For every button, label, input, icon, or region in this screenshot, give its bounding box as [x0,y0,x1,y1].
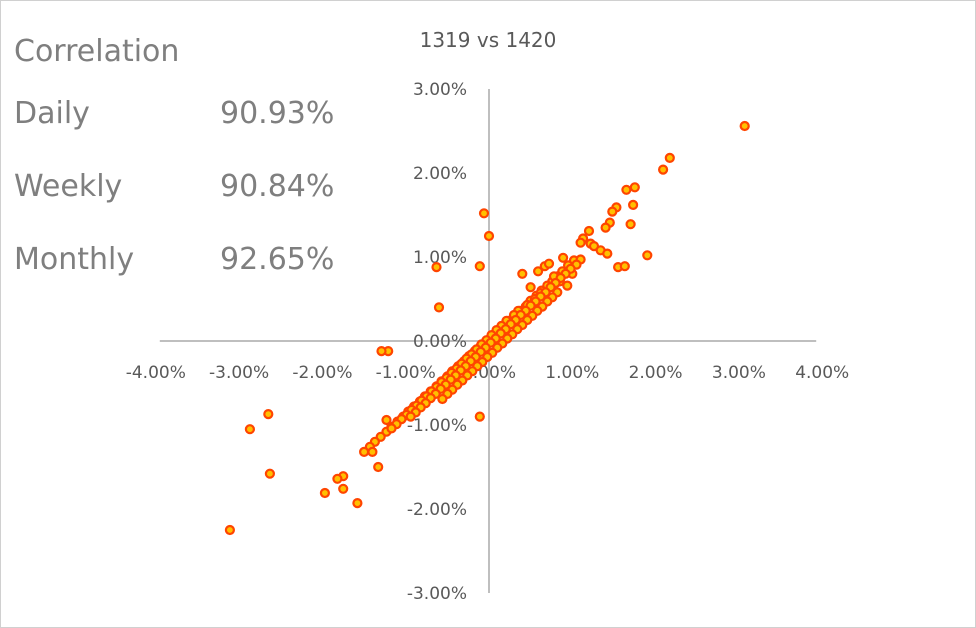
x-tick-label: 4.00% [795,363,849,383]
scatter-point [437,393,448,405]
scatter-point [405,411,416,422]
scatter-point [433,302,445,313]
scatter-point [352,498,363,509]
scatter-point [376,346,387,357]
y-tick-label: 1.00% [413,248,467,268]
daily-label: Daily [14,96,90,131]
scatter-point [367,446,378,457]
x-tick-label: 3.00% [712,363,766,383]
scatter-point [664,152,675,163]
scatter-point [517,268,528,279]
scatter-point [532,266,544,277]
y-tick-label: -2.00% [407,500,467,520]
scatter-point [557,252,569,263]
y-tick-label: -1.00% [407,416,467,436]
correlation-heading: Correlation [14,34,180,69]
scatter-point [474,411,485,422]
scatter-point [583,225,595,237]
scatter-point [619,261,630,272]
scatter-point [642,250,653,261]
scatter-point [373,461,384,473]
daily-value: 90.93% [220,96,335,131]
y-tick-label: 0.00% [413,332,467,352]
scatter-point [629,182,640,193]
scatter-point [602,248,613,259]
x-tick-label: -4.00% [126,363,186,383]
scatter-point [224,524,235,536]
x-tick-label: 1.00% [545,363,599,383]
scatter-point [562,280,573,291]
scatter-point [607,206,618,217]
scatter-point [627,199,639,210]
scatter-point [483,230,495,242]
scatter-point [625,219,636,230]
scatter-point [575,237,586,248]
x-tick-label: -3.00% [209,363,269,383]
scatter-point [543,258,555,269]
scatter-point [739,120,750,132]
scatter-point [621,184,632,195]
scatter-point [319,487,330,499]
y-tick-label: -3.00% [407,584,467,604]
scatter-point [264,468,275,479]
scatter-point [263,409,274,420]
y-tick-label: 2.00% [413,164,467,184]
x-tick-label: -2.00% [292,363,352,383]
scatter-point [474,261,485,272]
scatter-point [338,483,349,494]
x-tick-label: 2.00% [629,363,683,383]
y-tick-label: 3.00% [413,80,467,100]
weekly-value: 90.84% [220,169,335,204]
monthly-label: Monthly [14,242,135,277]
scatter-point [386,423,397,434]
scatter-point [431,262,442,273]
scatter-point [381,414,392,426]
scatter-point [359,446,370,457]
scatter-point [600,222,611,233]
monthly-value: 92.65% [220,242,335,277]
scatter-point [332,473,343,484]
chart-title: 1319 vs 1420 [419,28,557,52]
scatter-point [478,208,490,219]
x-tick-label: -1.00% [376,363,436,383]
weekly-label: Weekly [14,169,123,204]
scatter-point [525,282,536,293]
scatter-point [244,424,255,435]
scatter-point [657,164,669,175]
